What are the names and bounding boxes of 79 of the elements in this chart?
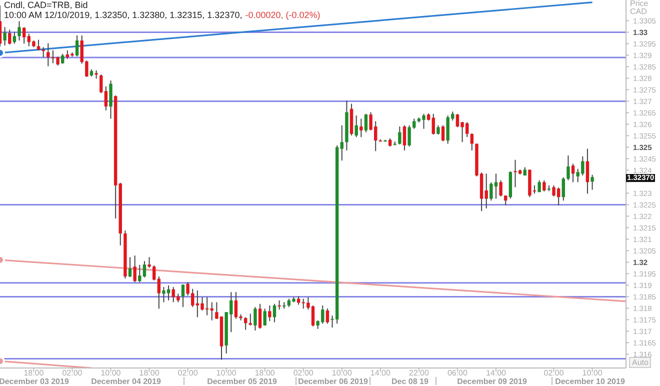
x-tick-label: 10:00: [100, 368, 122, 378]
candlestick: [46, 42, 50, 67]
annotation: -0.00020, (-0.02%): [245, 10, 320, 20]
candlestick: [278, 300, 281, 310]
auto-button: Auto: [629, 357, 652, 368]
candlestick: [470, 132, 474, 151]
candlestick: [272, 303, 276, 323]
candlestick: [8, 29, 12, 45]
candlestick: [538, 180, 541, 193]
text: Dec 08 19: [392, 377, 428, 386]
x-tick-label: 14:00: [486, 368, 507, 378]
candlestick: [18, 20, 21, 41]
candlestick: [244, 316, 248, 330]
candlestick: [354, 114, 358, 138]
candlestick: [364, 113, 368, 133]
x-tick-label: 18:00: [24, 368, 44, 378]
candlestick: [263, 308, 266, 326]
chart-title: Cndl, CAD=TRB, Bid: [4, 0, 88, 10]
y-axis-title: Price CAD: [630, 0, 650, 16]
candlestick: [432, 113, 435, 136]
x-tick-label: 02:00: [544, 368, 564, 378]
x-tick-label: 02:00: [62, 368, 83, 378]
candlestick: [484, 173, 488, 209]
candlestick: [210, 302, 214, 321]
candlestick: [181, 284, 185, 308]
candlestick: [3, 26, 6, 46]
x-tick-label: 10:00: [582, 368, 603, 378]
candlestick: [402, 124, 406, 151]
text: December 05 2019: [206, 377, 278, 386]
candlestick: [268, 304, 272, 322]
candlestick: [42, 46, 45, 58]
candlestick: [254, 306, 257, 332]
candlestick: [22, 26, 26, 44]
candlestick: [248, 313, 252, 326]
candlestick: [109, 80, 112, 120]
x-tick-label: 18:00: [139, 368, 160, 378]
candlestick: [340, 124, 344, 162]
candlestick: [133, 255, 136, 283]
x-tick-label: 10:00: [216, 368, 237, 378]
candlestick: [258, 303, 262, 330]
candlestick: [12, 32, 16, 44]
candlestick: [100, 74, 103, 94]
candlestick: [441, 124, 445, 142]
candlestick: [75, 34, 79, 57]
x-tick-label: 14:00: [370, 368, 391, 378]
candlestick: [148, 256, 151, 268]
x-tick-label: 18:00: [254, 368, 276, 378]
x-tick-label: 22:00: [408, 368, 430, 378]
candlestick: [398, 126, 402, 145]
candlestick: [157, 276, 161, 310]
x-tick-label: 02:00: [293, 368, 314, 378]
x-tick-label: 02:00: [178, 368, 198, 378]
candlestick: [571, 163, 575, 183]
candlestick: [152, 264, 156, 281]
candlestick: [138, 264, 142, 283]
candlestick: [586, 148, 590, 194]
candlestick: [104, 86, 108, 111]
candlestick: [326, 308, 330, 324]
annotation: 10:00 AM 12/10/2019, 1.32350, 1.32380, 1.32315, 1.32370,: [4, 10, 242, 20]
candlestick: [36, 39, 40, 51]
candlestick: [128, 256, 132, 278]
x-tick-label: 06:00: [447, 368, 468, 378]
candlestick: [562, 176, 565, 202]
candlestick: [590, 174, 594, 190]
candlestick: [191, 288, 194, 308]
candlestick: [542, 180, 546, 192]
text: December 04 2019: [90, 377, 162, 386]
candlestick: [504, 195, 508, 206]
text: December 09 2019: [456, 377, 528, 386]
x-tick-label: 10:00: [332, 368, 352, 378]
text: December 10 2019: [554, 377, 626, 386]
candlestick: [566, 154, 570, 181]
candlestick: [499, 180, 502, 197]
text: December 03 2019: [0, 377, 70, 386]
candlestick: [186, 282, 190, 296]
candlestick: [436, 124, 440, 136]
candlestick: [360, 118, 363, 138]
candlestick: [142, 260, 146, 278]
text: December 06 2019: [297, 377, 369, 386]
